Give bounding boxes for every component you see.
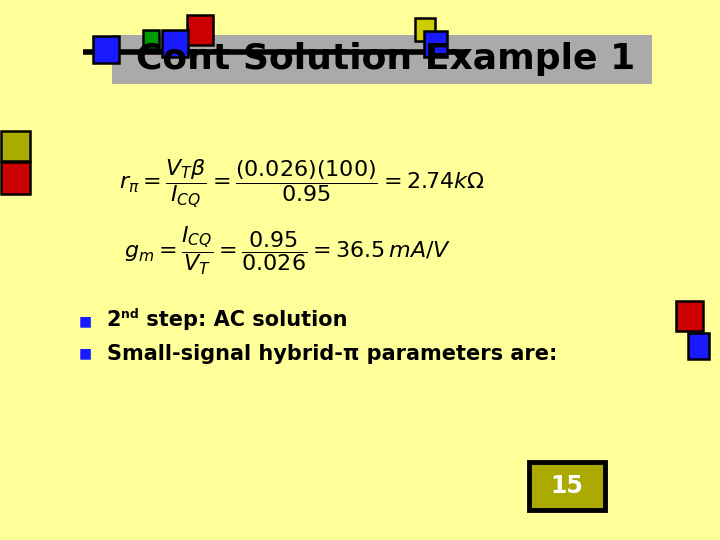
Bar xyxy=(415,18,435,41)
Bar xyxy=(1,162,30,194)
Bar xyxy=(112,35,652,84)
Text: $g_m = \dfrac{I_{CQ}}{V_T} = \dfrac{0.95}{0.026} = 36.5\,mA/V$: $g_m = \dfrac{I_{CQ}}{V_T} = \dfrac{0.95… xyxy=(125,225,451,277)
Bar xyxy=(187,15,213,45)
Text: ■: ■ xyxy=(78,314,91,328)
Text: $r_{\pi} = \dfrac{V_T \beta}{I_{CQ}} = \dfrac{(0.026)(100)}{0.95} = 2.74k\Omega$: $r_{\pi} = \dfrac{V_T \beta}{I_{CQ}} = \… xyxy=(120,157,485,210)
Bar xyxy=(529,462,605,510)
Text: step: AC solution: step: AC solution xyxy=(139,309,348,330)
Text: ■: ■ xyxy=(78,347,91,361)
Bar xyxy=(162,30,188,57)
Text: Small-signal hybrid-π parameters are:: Small-signal hybrid-π parameters are: xyxy=(107,343,557,364)
Bar xyxy=(688,333,709,359)
Text: 2: 2 xyxy=(107,309,121,330)
Bar xyxy=(423,31,448,57)
Bar xyxy=(143,30,159,49)
Bar xyxy=(93,36,119,63)
Text: nd: nd xyxy=(121,308,139,321)
Text: 15: 15 xyxy=(550,474,583,498)
Bar xyxy=(1,131,30,160)
Bar xyxy=(676,301,703,330)
Text: Cont Solution Example 1: Cont Solution Example 1 xyxy=(135,43,635,76)
